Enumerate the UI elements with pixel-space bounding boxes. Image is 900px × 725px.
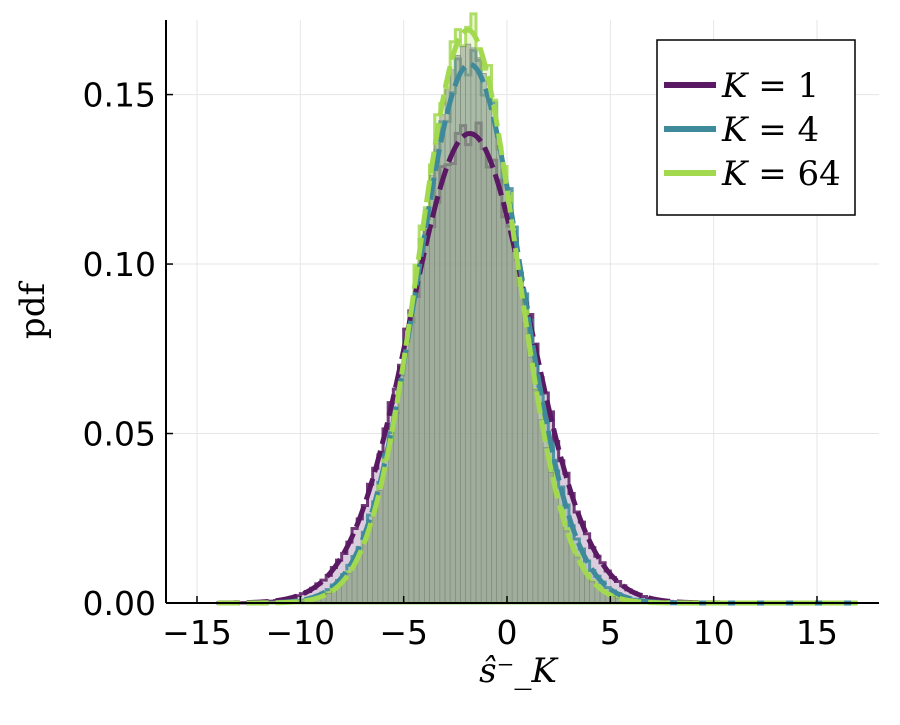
- histogram-bar: [413, 280, 420, 604]
- y-tick-label: 0.05: [83, 415, 156, 454]
- histogram-bar: [387, 441, 394, 604]
- histogram-bar: [470, 47, 477, 604]
- legend: K = 1K = 4K = 64: [656, 39, 856, 216]
- histogram-bar: [522, 322, 528, 604]
- histograms: [216, 12, 726, 605]
- histogram-bar: [532, 389, 539, 604]
- x-tick-label: −10: [266, 613, 336, 652]
- histogram-bar: [429, 174, 435, 604]
- x-tick-label: −15: [162, 613, 232, 652]
- histogram-bar: [486, 94, 492, 604]
- histogram-bar: [403, 350, 410, 604]
- x-axis-label: ŝ⁻_K: [479, 651, 559, 691]
- histogram-bar: [325, 593, 332, 604]
- histogram-bar: [393, 413, 399, 604]
- histogram-bar: [377, 490, 384, 604]
- histogram-bar: [491, 119, 497, 604]
- histogram-bar: [517, 287, 523, 604]
- fit-curve-1: [217, 61, 858, 606]
- y-tick-label: 0.10: [83, 245, 156, 284]
- legend-entries: K = 1K = 4K = 64: [664, 66, 841, 194]
- histogram-bar: [372, 510, 379, 604]
- y-tick-label: 0.15: [83, 76, 156, 115]
- histogram-bar: [501, 181, 508, 604]
- y-ticks: 0.00 0.05 0.10 0.15: [83, 76, 173, 623]
- legend-label: K = 64: [721, 154, 841, 194]
- histogram-bar: [444, 89, 451, 604]
- histogram-bar: [496, 149, 503, 604]
- y-tick-label: 0.00: [83, 584, 156, 623]
- histogram-bar: [527, 356, 534, 604]
- x-tick-label: −5: [379, 613, 428, 652]
- x-ticks: −15 −10 −5 0 5 10 15: [162, 596, 838, 652]
- histogram-bar: [511, 251, 518, 604]
- legend-label: K = 4: [721, 110, 819, 150]
- histogram-bar: [424, 208, 430, 604]
- histogram-bar: [460, 46, 466, 604]
- histogram-bar: [553, 494, 559, 604]
- histogram-bar: [537, 419, 544, 604]
- x-tick-label: 15: [796, 613, 838, 652]
- axes: [165, 20, 879, 604]
- x-tick-label: 0: [497, 613, 518, 652]
- y-axis-label-text: pdf: [13, 281, 53, 340]
- y-axis-label: pdf: [13, 281, 53, 340]
- x-tick-label: 5: [600, 613, 621, 652]
- histogram-bar: [542, 447, 549, 604]
- legend-label: K = 1: [721, 66, 819, 106]
- histogram-bar: [558, 513, 565, 604]
- histogram-bar: [382, 467, 389, 604]
- histogram-bar: [408, 315, 415, 604]
- histogram-bar: [465, 43, 472, 604]
- histogram-bar: [418, 244, 425, 604]
- histogram-bar: [548, 472, 554, 604]
- histogram-bar: [455, 54, 461, 604]
- histogram-bar: [398, 382, 404, 604]
- x-tick-label: 10: [693, 613, 735, 652]
- histogram-bar: [506, 215, 513, 604]
